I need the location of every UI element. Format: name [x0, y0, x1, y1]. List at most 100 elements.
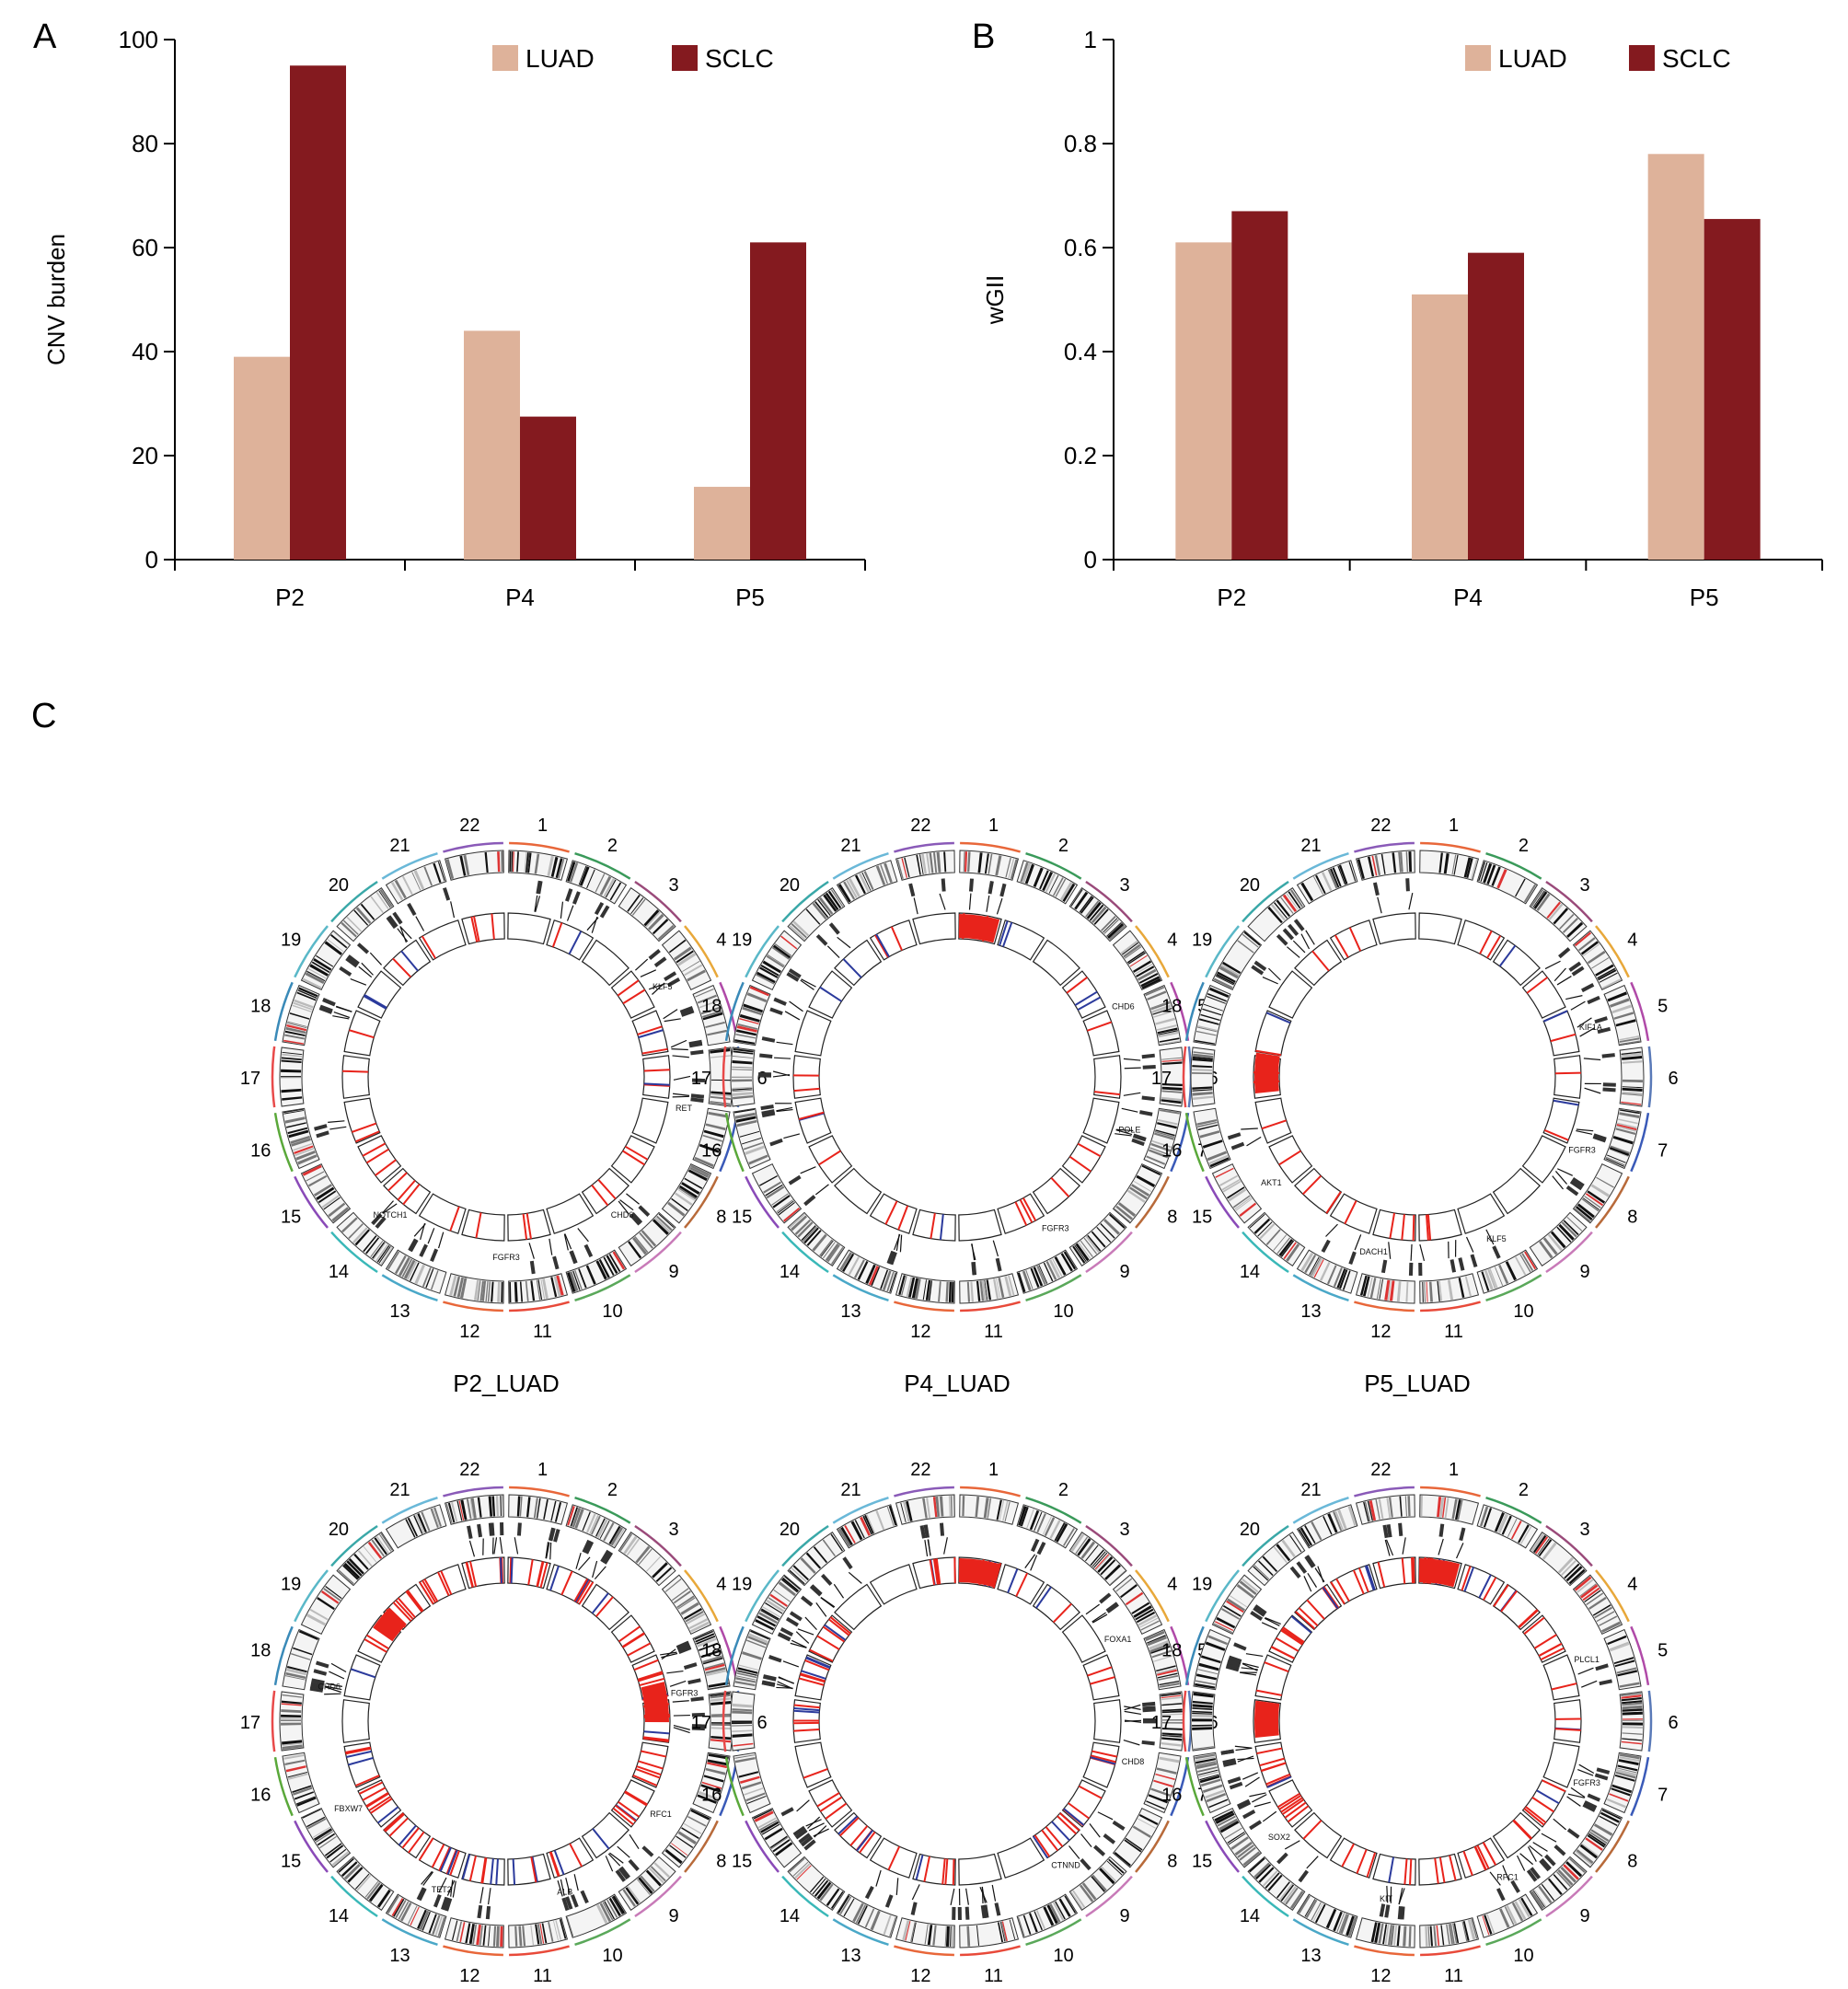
ideogram-band	[1622, 1708, 1643, 1712]
ideogram-band	[1312, 1902, 1323, 1922]
ideogram-band	[830, 1246, 844, 1266]
gene-label-mark	[1587, 995, 1600, 1005]
ideogram-band	[1202, 1008, 1222, 1016]
ideogram-band	[1601, 978, 1622, 989]
ideogram-band	[522, 1925, 526, 1947]
ideogram-band	[735, 1677, 757, 1683]
ideogram-band	[281, 1722, 302, 1726]
chromosome-arc	[1184, 1113, 1205, 1173]
ideogram-band	[514, 1281, 518, 1302]
gene-connector	[491, 1537, 494, 1555]
gene-connector	[991, 1884, 997, 1902]
cnv-track-chr	[1032, 939, 1080, 987]
gene-label-mark	[980, 1904, 987, 1919]
ideogram-band	[910, 1922, 916, 1942]
ideogram-band	[695, 988, 714, 998]
cnv-segment	[1403, 1858, 1408, 1885]
circos-plot-p2-luad: 12345678910111213141516171819202122KLF5R…	[240, 815, 768, 1397]
gene-label-mark	[1138, 1110, 1153, 1116]
ideogram-band	[750, 1630, 769, 1640]
ideogram-band	[822, 1242, 836, 1259]
gene-connector	[578, 1556, 591, 1571]
ideogram-chr	[787, 1531, 846, 1587]
cnv-segment	[1401, 1557, 1406, 1584]
ideogram-band	[1299, 1527, 1313, 1546]
cnv-track-chr	[912, 912, 956, 945]
ideogram-band	[868, 1266, 879, 1286]
gene-label-mark	[347, 954, 360, 966]
ideogram-band	[1094, 1554, 1110, 1570]
ideogram-band	[536, 1498, 541, 1519]
chromosome-label: 2	[607, 836, 618, 856]
cnv-segment	[939, 1214, 944, 1241]
ideogram-chr	[336, 1856, 395, 1912]
gene-label-mark	[1565, 1185, 1579, 1197]
ideogram-band	[1080, 896, 1094, 914]
ideogram-band	[283, 1754, 305, 1760]
cnv-track-chr	[1372, 1853, 1416, 1886]
gene-connector	[1532, 1842, 1548, 1852]
ideogram-band	[704, 1662, 724, 1670]
gene-label-mark	[529, 1260, 536, 1275]
ideogram-band	[550, 856, 559, 877]
gene-label-mark	[630, 1211, 643, 1224]
cnv-segment	[1411, 1557, 1414, 1584]
ideogram-band	[1346, 1915, 1355, 1937]
ideogram-band	[1078, 1242, 1091, 1259]
cnv-segment	[388, 1817, 409, 1837]
ideogram-band	[1337, 1509, 1347, 1530]
ideogram-band	[1422, 1281, 1424, 1302]
cnv-segment	[803, 1768, 828, 1779]
gene-label-mark	[417, 1887, 427, 1902]
ideogram-band	[1262, 1555, 1278, 1573]
ideogram-chr	[385, 1249, 447, 1294]
ideogram-band	[1192, 1714, 1213, 1717]
ideogram-band	[1020, 1506, 1029, 1527]
ideogram-band	[1557, 1556, 1575, 1574]
gene-connector	[382, 1200, 394, 1214]
ideogram-band	[1330, 868, 1340, 888]
gene-connector	[661, 1648, 676, 1660]
ideogram-band	[686, 1613, 706, 1625]
ideogram-band	[608, 1254, 621, 1273]
ideogram-band	[1121, 942, 1139, 955]
ideogram-band	[1577, 1578, 1594, 1593]
cnv-segment	[1271, 1646, 1295, 1659]
ideogram-band	[1547, 1878, 1563, 1895]
ideogram-chr	[1211, 1163, 1263, 1224]
ideogram-band	[316, 1186, 335, 1200]
ideogram-ring	[279, 1494, 733, 1949]
gene-label-mark	[952, 1906, 956, 1921]
ideogram-band	[700, 1649, 722, 1659]
ideogram-band	[772, 1839, 791, 1853]
cnv-segment	[1540, 1647, 1565, 1660]
chromosome-label: 8	[716, 1851, 726, 1871]
gene-label-mark	[314, 1124, 328, 1131]
gene-label-mark	[488, 1522, 493, 1536]
ideogram-band	[1548, 903, 1564, 920]
ideogram-band	[285, 1026, 306, 1035]
chromosome-arc	[634, 1231, 682, 1274]
gene-label-mark	[1249, 1820, 1263, 1831]
ideogram-band	[645, 911, 661, 928]
ideogram-band	[904, 857, 910, 878]
cnv-segment	[635, 1767, 661, 1779]
ideogram-band	[995, 855, 1002, 876]
ideogram-band	[754, 1810, 774, 1822]
gene-label-mark	[615, 1869, 627, 1882]
ideogram-band	[1521, 1253, 1534, 1272]
gene-label-mark	[968, 878, 974, 892]
ideogram-band	[916, 854, 921, 875]
chromosome-label: 21	[389, 836, 410, 856]
ideogram-band	[1159, 1680, 1180, 1686]
ideogram-band	[843, 1898, 855, 1917]
ideogram-band	[688, 1618, 709, 1630]
ideogram-band	[500, 1496, 502, 1517]
cnv-segment	[1050, 1177, 1070, 1197]
chromosome-label: 20	[780, 875, 800, 896]
ideogram-band	[641, 1230, 657, 1247]
chromosome-label: 2	[1058, 1480, 1068, 1500]
ideogram-band	[1221, 1179, 1241, 1191]
ideogram-band	[1556, 1871, 1572, 1888]
gene-label-mark	[1384, 1904, 1391, 1918]
